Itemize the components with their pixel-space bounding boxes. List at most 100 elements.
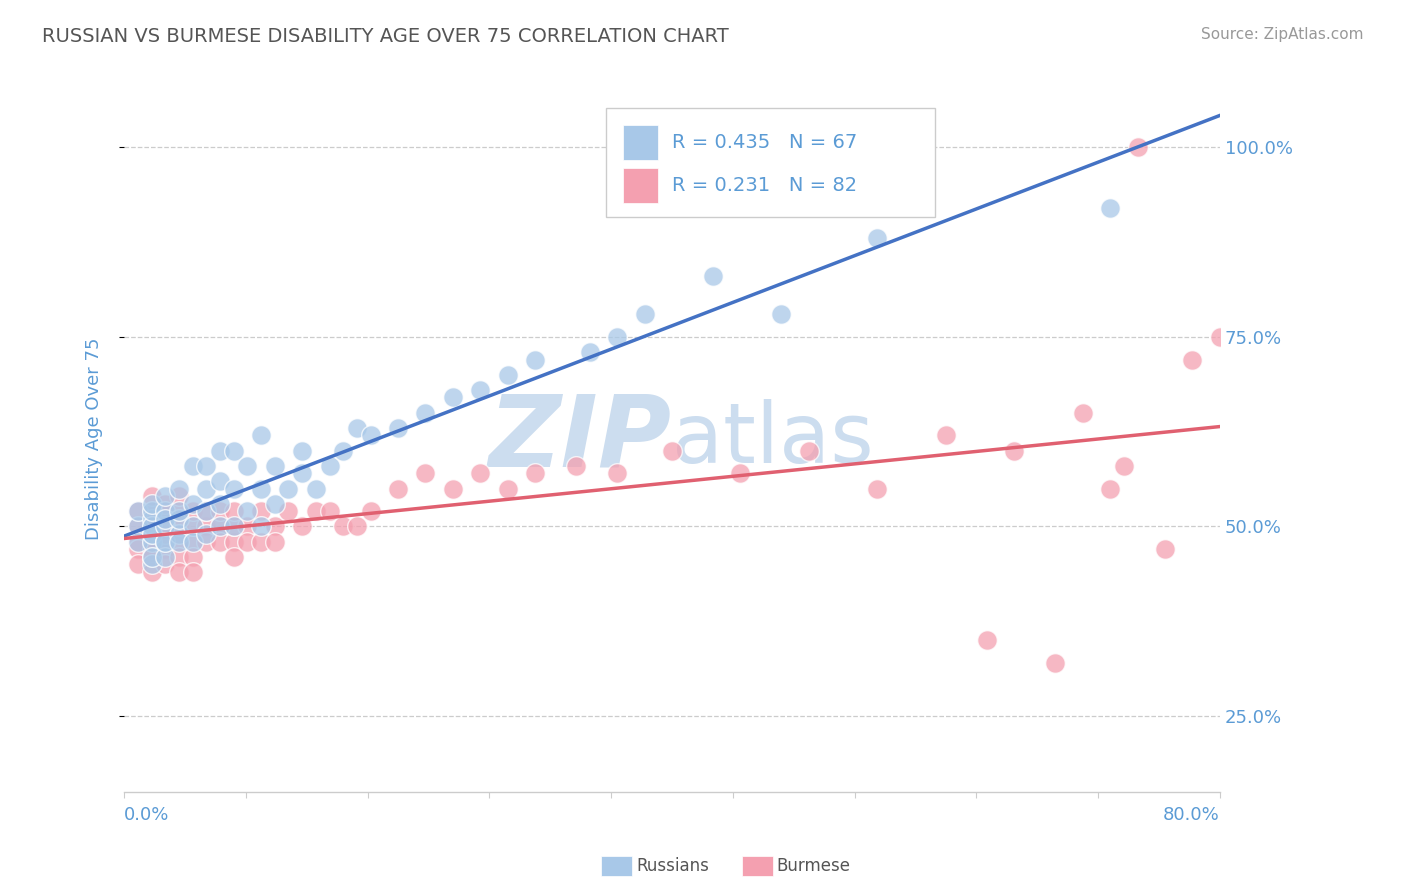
Point bbox=[606, 330, 628, 344]
Text: Burmese: Burmese bbox=[776, 857, 851, 875]
Point bbox=[141, 549, 163, 564]
Point bbox=[222, 482, 245, 496]
Point bbox=[332, 443, 354, 458]
Point bbox=[222, 549, 245, 564]
Point bbox=[181, 497, 204, 511]
Point bbox=[141, 519, 163, 533]
Point bbox=[318, 504, 340, 518]
Point bbox=[661, 443, 683, 458]
Point bbox=[250, 428, 273, 442]
Point bbox=[195, 504, 218, 518]
Point bbox=[195, 527, 218, 541]
Point bbox=[167, 565, 190, 579]
Point bbox=[318, 458, 340, 473]
Point bbox=[441, 391, 464, 405]
Point bbox=[305, 504, 328, 518]
Point bbox=[208, 519, 231, 533]
Point bbox=[633, 307, 655, 321]
Point bbox=[155, 489, 177, 503]
Point bbox=[155, 512, 177, 526]
Point bbox=[155, 534, 177, 549]
Point bbox=[167, 482, 190, 496]
Point bbox=[127, 504, 149, 518]
Point bbox=[222, 534, 245, 549]
Point bbox=[866, 482, 889, 496]
Point bbox=[141, 549, 163, 564]
Text: Source: ZipAtlas.com: Source: ZipAtlas.com bbox=[1201, 27, 1364, 42]
Point bbox=[291, 519, 314, 533]
Point bbox=[127, 519, 149, 533]
FancyBboxPatch shape bbox=[623, 168, 658, 202]
Point bbox=[141, 512, 163, 526]
Point bbox=[127, 534, 149, 549]
Point bbox=[195, 519, 218, 533]
Point bbox=[181, 458, 204, 473]
Point bbox=[181, 504, 204, 518]
FancyBboxPatch shape bbox=[606, 108, 935, 217]
Point bbox=[141, 565, 163, 579]
Point bbox=[250, 534, 273, 549]
Point bbox=[1112, 458, 1135, 473]
Point bbox=[141, 534, 163, 549]
Point bbox=[730, 467, 752, 481]
Point bbox=[155, 527, 177, 541]
Point bbox=[141, 527, 163, 541]
Point bbox=[141, 489, 163, 503]
Point bbox=[127, 504, 149, 518]
Point bbox=[155, 519, 177, 533]
Point bbox=[141, 558, 163, 572]
Point bbox=[1045, 656, 1067, 670]
Point bbox=[250, 519, 273, 533]
Point bbox=[181, 534, 204, 549]
Point bbox=[127, 542, 149, 557]
Point bbox=[332, 519, 354, 533]
Point bbox=[181, 549, 204, 564]
Point bbox=[155, 504, 177, 518]
Point bbox=[155, 534, 177, 549]
Point bbox=[250, 482, 273, 496]
Point bbox=[1154, 542, 1177, 557]
Point bbox=[167, 534, 190, 549]
Point bbox=[1126, 140, 1149, 154]
FancyBboxPatch shape bbox=[623, 125, 658, 161]
Point bbox=[250, 504, 273, 518]
Point bbox=[415, 406, 437, 420]
Point bbox=[195, 482, 218, 496]
Point bbox=[167, 512, 190, 526]
Point bbox=[222, 519, 245, 533]
Point bbox=[496, 368, 519, 382]
Point bbox=[195, 534, 218, 549]
Point bbox=[1099, 482, 1122, 496]
Point bbox=[181, 565, 204, 579]
Point bbox=[236, 458, 259, 473]
Point bbox=[127, 519, 149, 533]
Point bbox=[181, 534, 204, 549]
Point bbox=[866, 231, 889, 245]
Point bbox=[797, 443, 820, 458]
Point bbox=[496, 482, 519, 496]
Point bbox=[360, 504, 382, 518]
Point bbox=[523, 352, 546, 367]
Point bbox=[167, 519, 190, 533]
Point bbox=[127, 558, 149, 572]
Point bbox=[141, 504, 163, 518]
Point bbox=[702, 268, 724, 283]
Point bbox=[141, 527, 163, 541]
Point bbox=[277, 504, 299, 518]
Point bbox=[181, 519, 204, 533]
Point bbox=[155, 558, 177, 572]
Text: atlas: atlas bbox=[672, 399, 873, 480]
Point bbox=[976, 633, 998, 648]
Point bbox=[606, 467, 628, 481]
Y-axis label: Disability Age Over 75: Disability Age Over 75 bbox=[86, 338, 103, 541]
Point bbox=[208, 474, 231, 488]
Point bbox=[208, 497, 231, 511]
Point bbox=[263, 497, 285, 511]
Point bbox=[155, 542, 177, 557]
Point bbox=[155, 549, 177, 564]
Point bbox=[1209, 330, 1232, 344]
Point bbox=[263, 458, 285, 473]
Point bbox=[935, 428, 957, 442]
Point bbox=[387, 482, 409, 496]
Text: R = 0.231   N = 82: R = 0.231 N = 82 bbox=[672, 176, 858, 194]
